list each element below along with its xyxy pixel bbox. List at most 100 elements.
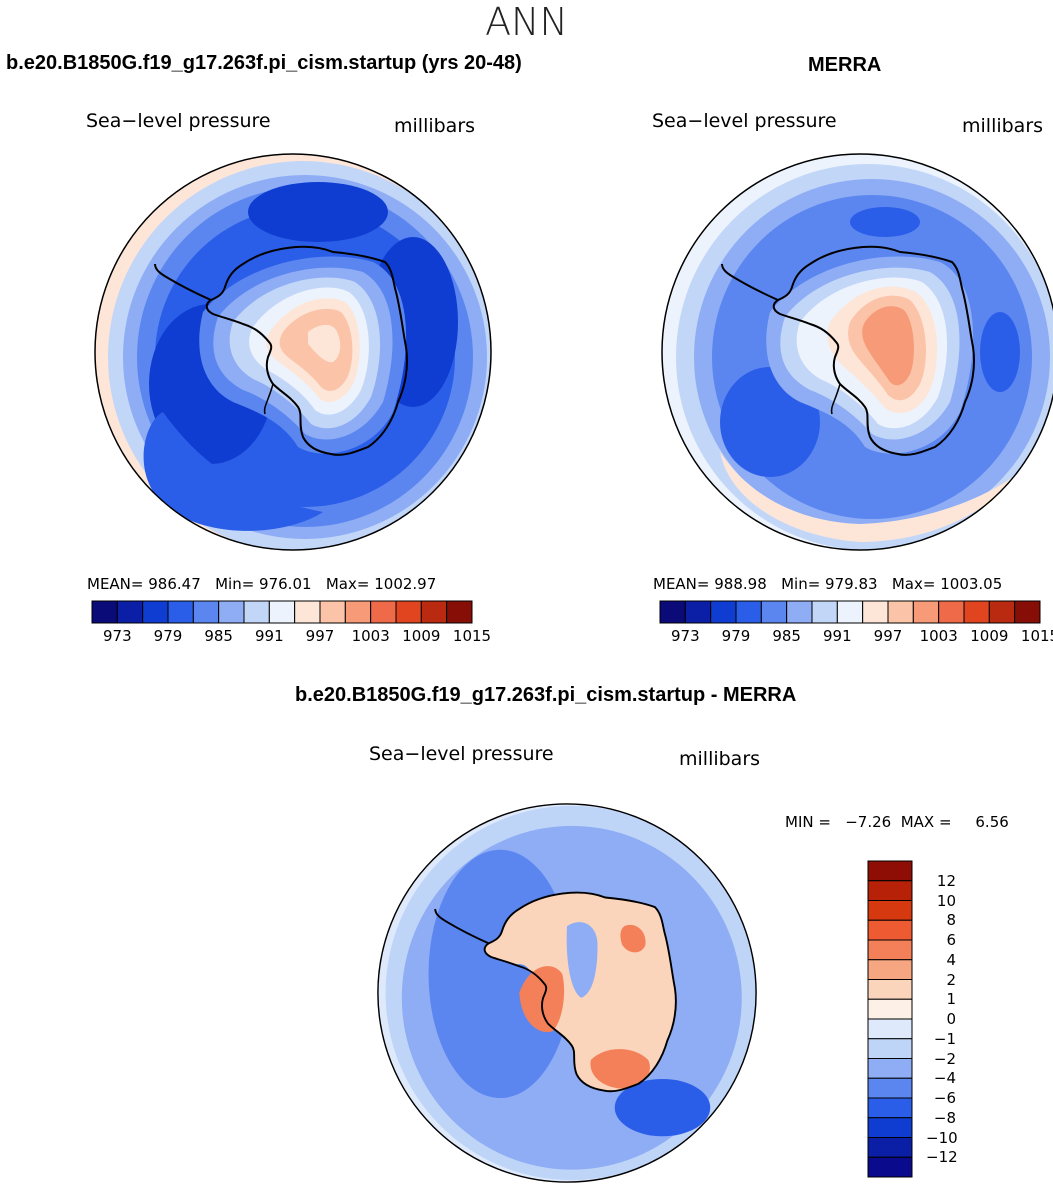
right-colorbar-box (760, 600, 788, 624)
diff-map-border (377, 803, 757, 1183)
right-map-border (661, 153, 1053, 551)
diff-colorbar (867, 860, 913, 1178)
diff-colorbar-box (867, 900, 913, 921)
left-mean-label: MEAN= (87, 575, 144, 593)
left-colorbar-tick-label: 985 (204, 627, 233, 645)
right-max-value: 1003.05 (940, 575, 1003, 593)
map-band (143, 412, 323, 531)
diff-colorbar-tick-label: 0 (946, 1010, 956, 1028)
map-band (519, 966, 565, 1033)
left-mean-value: 986.47 (148, 575, 201, 593)
right-colorbar-tick-label: 973 (671, 627, 700, 645)
right-colorbar-tick-label: 1009 (970, 627, 1009, 645)
left-map-border (94, 153, 492, 551)
diff-colorbar-tick-label: 1 (946, 990, 956, 1009)
diff-colorbar-tick-label: −12 (926, 1148, 958, 1167)
diff-colorbar-tick-label: −10 (926, 1128, 958, 1147)
right-colorbar-tick-label: 979 (721, 627, 751, 645)
diff-colorbar-box (867, 1117, 913, 1138)
diff-colorbar-tick-label: 8 (946, 911, 956, 930)
diff-colorbar-box (867, 998, 913, 1020)
right-polar-map (661, 153, 1053, 551)
map-band (850, 207, 920, 237)
left-colorbar-tick-label: 991 (255, 627, 284, 645)
left-max-label: Max= (325, 575, 370, 593)
diff-colorbar-box (867, 959, 913, 980)
left-colorbar-tick-label: 1009 (402, 627, 441, 645)
diff-colorbar-tick-label: 2 (946, 970, 956, 989)
left-variable-label: Sea−level pressure (86, 110, 271, 132)
right-colorbar-box (988, 600, 1016, 624)
diff-colorbar-tick-label: −2 (933, 1049, 956, 1068)
map-band (720, 452, 1020, 542)
right-colorbar-tick-label: 997 (873, 627, 903, 645)
left-colorbar-tick-label: 997 (305, 627, 335, 645)
map-band (862, 306, 914, 386)
right-max-label: Max= (891, 575, 936, 593)
diff-colorbar-tick-label: −4 (933, 1069, 956, 1088)
left-panel-title: b.e20.B1850G.f19_g17.263f.pi_cism.startu… (6, 52, 522, 74)
left-colorbar-box (420, 600, 448, 624)
diff-colorbar-tick-label: −6 (933, 1089, 956, 1107)
diff-panel-title: b.e20.B1850G.f19_g17.263f.pi_cism.startu… (295, 684, 797, 706)
right-mean-value: 988.98 (714, 575, 767, 593)
left-colorbar-box (370, 600, 397, 624)
right-colorbar-tick-label: 991 (823, 627, 852, 645)
map-band (566, 922, 598, 998)
left-colorbar-box (446, 600, 473, 624)
right-variable-label: Sea−level pressure (652, 110, 837, 132)
right-peninsula-coastline (721, 263, 779, 301)
diff-colorbar-box (867, 1018, 913, 1040)
diff-colorbar-box (867, 1058, 913, 1079)
diff-colorbar-box (867, 1038, 913, 1059)
map-band (614, 1078, 711, 1137)
right-colorbar-box (963, 600, 990, 624)
left-colorbar-box (218, 600, 245, 624)
right-colorbar-box (659, 600, 686, 624)
left-colorbar-box (167, 600, 194, 624)
diff-colorbar-box (867, 1137, 913, 1158)
diff-colorbar-box (867, 1097, 913, 1119)
right-colorbar-box (836, 600, 864, 624)
season-label: ANN (485, 0, 568, 44)
right-colorbar-box (684, 600, 712, 624)
diff-colorbar-box (867, 979, 913, 1000)
right-colorbar-box (735, 600, 762, 624)
diff-colorbar-tick-label: −8 (933, 1108, 956, 1127)
left-colorbar-box (344, 600, 372, 624)
diff-polar-map (377, 803, 757, 1183)
left-min-label: Min= (215, 575, 255, 593)
diff-colorbar-tick-label: 4 (946, 950, 956, 969)
left-colorbar-box (294, 600, 321, 624)
diff-colorbar-box (867, 919, 913, 941)
right-colorbar-tick-label: 1015 (1020, 627, 1053, 645)
diff-colorbar-box (867, 1077, 913, 1099)
diff-colorbar-tick-label: 6 (946, 931, 956, 949)
left-min-value: 976.01 (259, 575, 312, 593)
left-colorbar-box (116, 600, 144, 624)
right-min-label: Min= (781, 575, 821, 593)
diff-variable-label: Sea−level pressure (369, 743, 554, 765)
left-coast-inlet (263, 383, 274, 415)
left-colorbar-tick-label: 1003 (351, 627, 390, 645)
right-colorbar (659, 600, 1041, 624)
right-colorbar-tick-label: 985 (772, 627, 801, 645)
right-colorbar-tick-label: 1003 (919, 627, 958, 645)
right-colorbar-box (887, 600, 914, 624)
diff-peninsula-coastline (434, 908, 490, 945)
left-colorbar-tick-label: 979 (153, 627, 183, 645)
left-peninsula-coastline (154, 263, 212, 301)
left-colorbar (91, 600, 473, 624)
right-panel-title: MERRA (808, 54, 882, 76)
left-stats: MEAN= 986.47 Min= 976.01 Max= 1002.97 (87, 575, 436, 593)
diff-colorbar-box (867, 880, 913, 901)
map-band (590, 1049, 650, 1089)
left-colorbar-tick-label: 1015 (452, 627, 492, 645)
right-coastline (772, 245, 975, 456)
left-colorbar-box (142, 600, 169, 624)
right-colorbar-box (862, 600, 889, 624)
left-colorbar-box (319, 600, 346, 624)
left-colorbar-box (395, 600, 422, 624)
left-colorbar-box (268, 600, 296, 624)
right-colorbar-box (1014, 600, 1041, 624)
